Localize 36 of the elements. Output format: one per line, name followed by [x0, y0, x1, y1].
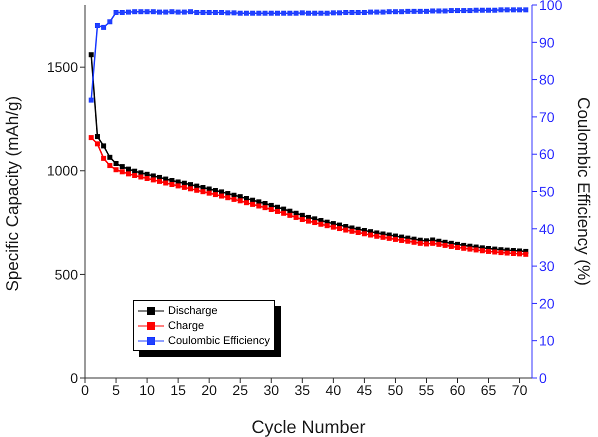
x-tick-label: 0	[81, 382, 90, 398]
y2-tick-label: 10	[539, 332, 555, 349]
y2-tick-label: 90	[539, 34, 555, 50]
y-tick-label: 500	[54, 266, 78, 282]
y-tick-label: 0	[70, 370, 78, 386]
y2-tick-label: 50	[539, 183, 555, 200]
y2-tick-label: 70	[539, 108, 555, 125]
x-tick-label: 30	[263, 382, 280, 398]
x-tick-label: 10	[139, 382, 156, 398]
x-tick-label: 60	[450, 382, 466, 398]
x-tick-label: 55	[418, 382, 434, 398]
x-tick-label: 15	[170, 382, 186, 398]
x-axis-title: Cycle Number	[251, 417, 366, 437]
y2-axis-title: Coulombic Efficiency (%)	[574, 97, 593, 286]
y2-tick-label: 100	[539, 0, 563, 13]
y2-tick-label: 60	[539, 146, 555, 162]
x-tick-label: 45	[356, 382, 372, 398]
x-tick-label: 35	[294, 382, 310, 398]
y-tick-label: 1500	[46, 59, 78, 76]
x-tick-label: 40	[326, 382, 342, 398]
y2-tick-label: 20	[539, 295, 555, 312]
y2-tick-label: 0	[539, 370, 547, 386]
legend-label: Charge	[168, 320, 204, 332]
x-tick-label: 70	[512, 382, 528, 398]
x-tick-label: 20	[201, 382, 218, 398]
y-tick-label: 1000	[46, 162, 78, 179]
legend-label: Coulombic Efficiency	[168, 334, 270, 346]
x-tick-label: 65	[480, 382, 497, 398]
y2-tick-label: 30	[539, 258, 555, 274]
y2-tick-label: 40	[539, 220, 555, 237]
y2-tick-label: 80	[539, 72, 555, 88]
y-axis-title: Specific Capacity (mAh/g)	[3, 96, 22, 292]
legend-label: Discharge	[168, 304, 218, 316]
x-tick-label: 5	[112, 382, 120, 398]
x-tick-label: 25	[232, 382, 248, 398]
x-tick-label: 50	[388, 382, 404, 398]
